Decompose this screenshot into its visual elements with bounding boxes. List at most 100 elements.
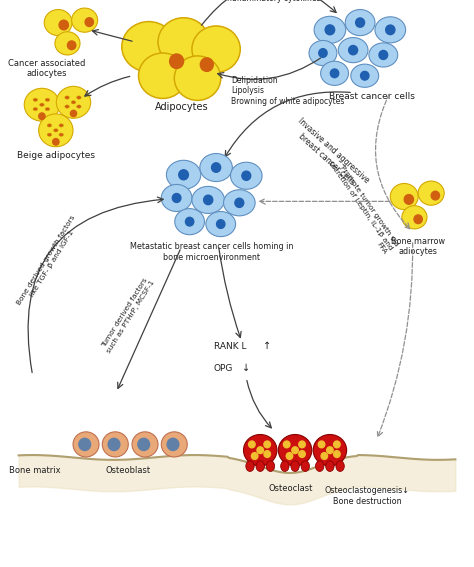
Circle shape bbox=[325, 25, 335, 35]
Ellipse shape bbox=[192, 187, 225, 213]
Circle shape bbox=[319, 441, 325, 448]
Ellipse shape bbox=[161, 432, 187, 457]
Ellipse shape bbox=[65, 96, 69, 99]
Ellipse shape bbox=[326, 461, 334, 471]
Ellipse shape bbox=[24, 88, 60, 121]
Ellipse shape bbox=[244, 434, 277, 466]
Circle shape bbox=[414, 215, 422, 223]
Ellipse shape bbox=[71, 100, 76, 104]
Text: Bone marrow
adiocytes: Bone marrow adiocytes bbox=[391, 236, 445, 256]
Circle shape bbox=[138, 438, 150, 451]
Circle shape bbox=[349, 45, 357, 55]
Text: Osteoblast: Osteoblast bbox=[105, 466, 150, 475]
Ellipse shape bbox=[351, 64, 379, 87]
Circle shape bbox=[179, 170, 188, 180]
Ellipse shape bbox=[59, 124, 64, 127]
Circle shape bbox=[299, 441, 305, 448]
Circle shape bbox=[257, 447, 264, 454]
Circle shape bbox=[264, 441, 271, 448]
Text: Adipose derived growth factors,
hormones, adipokines and
ndflammatory cytokines: Adipose derived growth factors, hormones… bbox=[213, 0, 335, 3]
Text: Bone matrix: Bone matrix bbox=[9, 466, 61, 475]
Circle shape bbox=[211, 163, 221, 172]
Ellipse shape bbox=[102, 432, 128, 457]
Circle shape bbox=[334, 451, 340, 458]
Ellipse shape bbox=[138, 53, 187, 99]
Ellipse shape bbox=[320, 61, 348, 86]
Text: Promote tumor growth via
secretion of Leptin, IL-1β and
FFA: Promote tumor growth via secretion of Le… bbox=[321, 155, 400, 255]
Ellipse shape bbox=[316, 461, 324, 471]
Circle shape bbox=[404, 194, 413, 204]
Circle shape bbox=[59, 20, 68, 30]
Ellipse shape bbox=[45, 98, 50, 101]
Ellipse shape bbox=[77, 105, 81, 108]
Ellipse shape bbox=[175, 209, 204, 235]
Ellipse shape bbox=[65, 105, 69, 108]
Ellipse shape bbox=[77, 96, 81, 99]
Ellipse shape bbox=[338, 37, 368, 63]
Text: Cancer associated
adiocytes: Cancer associated adiocytes bbox=[8, 59, 85, 78]
Circle shape bbox=[79, 438, 91, 451]
Text: ↓: ↓ bbox=[242, 363, 250, 373]
Circle shape bbox=[292, 447, 298, 454]
Circle shape bbox=[85, 18, 93, 27]
Circle shape bbox=[361, 71, 369, 80]
Ellipse shape bbox=[192, 26, 240, 73]
Ellipse shape bbox=[345, 10, 375, 36]
Ellipse shape bbox=[375, 17, 406, 43]
Ellipse shape bbox=[301, 461, 310, 471]
Ellipse shape bbox=[55, 32, 80, 55]
Ellipse shape bbox=[47, 133, 52, 137]
Text: Bone derived growth factors
like TGF- β and IGF-1: Bone derived growth factors like TGF- β … bbox=[16, 214, 82, 310]
Text: Adipocytes: Adipocytes bbox=[155, 102, 208, 112]
Ellipse shape bbox=[161, 184, 192, 211]
Ellipse shape bbox=[132, 432, 158, 457]
Ellipse shape bbox=[166, 160, 201, 189]
Ellipse shape bbox=[281, 461, 289, 471]
Ellipse shape bbox=[402, 206, 427, 229]
Circle shape bbox=[217, 220, 225, 229]
Ellipse shape bbox=[369, 43, 398, 67]
Text: Beige adipocytes: Beige adipocytes bbox=[17, 151, 95, 160]
Circle shape bbox=[327, 447, 333, 454]
Text: Osteoclastogenesis↓
Bone destruction: Osteoclastogenesis↓ Bone destruction bbox=[325, 486, 410, 506]
Circle shape bbox=[67, 41, 76, 50]
Ellipse shape bbox=[59, 133, 64, 137]
Circle shape bbox=[242, 171, 251, 180]
Ellipse shape bbox=[313, 434, 346, 466]
Ellipse shape bbox=[206, 211, 236, 236]
Ellipse shape bbox=[33, 107, 37, 111]
Circle shape bbox=[173, 193, 181, 202]
Circle shape bbox=[431, 191, 439, 200]
Ellipse shape bbox=[122, 22, 176, 72]
Text: Breast cancer cells: Breast cancer cells bbox=[329, 92, 415, 101]
Ellipse shape bbox=[200, 154, 232, 181]
Circle shape bbox=[299, 451, 305, 458]
Ellipse shape bbox=[291, 461, 299, 471]
Circle shape bbox=[330, 69, 339, 78]
Text: OPG: OPG bbox=[214, 363, 233, 373]
Circle shape bbox=[334, 441, 340, 448]
Ellipse shape bbox=[174, 56, 221, 100]
Ellipse shape bbox=[54, 129, 58, 132]
Ellipse shape bbox=[33, 98, 37, 101]
Ellipse shape bbox=[266, 461, 274, 471]
Text: ↑: ↑ bbox=[263, 341, 271, 352]
Ellipse shape bbox=[336, 461, 344, 471]
Ellipse shape bbox=[314, 16, 346, 43]
Ellipse shape bbox=[230, 162, 262, 189]
Ellipse shape bbox=[56, 86, 91, 119]
Circle shape bbox=[356, 18, 365, 27]
Ellipse shape bbox=[390, 184, 418, 210]
Circle shape bbox=[235, 198, 244, 208]
Circle shape bbox=[170, 54, 183, 69]
Text: Tumor derived factors
such as PTHrP, MCSF-1: Tumor derived factors such as PTHrP, MCS… bbox=[100, 276, 155, 354]
Circle shape bbox=[167, 438, 179, 451]
Ellipse shape bbox=[309, 40, 337, 66]
Text: Metastatic breast cancer cells homing in
bone microenvironment: Metastatic breast cancer cells homing in… bbox=[130, 243, 293, 262]
Circle shape bbox=[379, 50, 388, 60]
Circle shape bbox=[248, 441, 255, 448]
Ellipse shape bbox=[256, 461, 264, 471]
Ellipse shape bbox=[158, 18, 209, 66]
Ellipse shape bbox=[418, 181, 444, 205]
Text: Osteoclast: Osteoclast bbox=[268, 484, 313, 493]
